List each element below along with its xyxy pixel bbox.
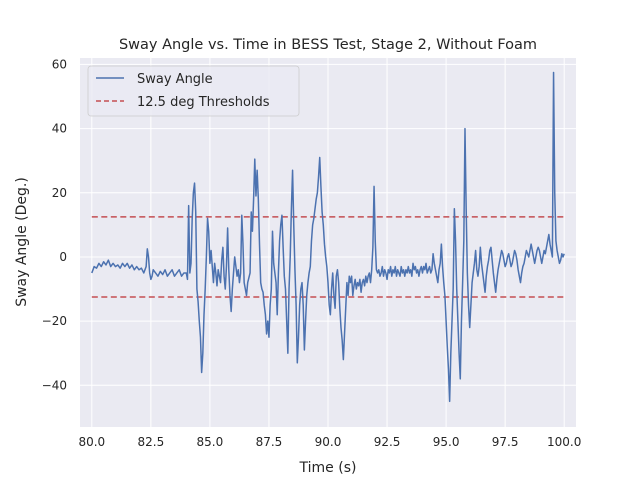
y-tick-label: −20 [42, 314, 67, 328]
x-tick-label: 80.0 [78, 435, 105, 449]
legend-box [87, 65, 300, 117]
x-axis-label: Time (s) [299, 460, 357, 476]
legend: Sway Angle 12.5 deg Thresholds [87, 65, 300, 117]
x-tick-label: 100.0 [547, 435, 581, 449]
x-tick-label: 97.5 [492, 435, 519, 449]
x-axis-ticks: 80.0 82.5 85.0 87.5 90.0 92.5 95.0 97.5 100.0 [78, 435, 581, 449]
threshold-series [91, 216, 565, 298]
grid-lines [80, 58, 576, 427]
y-tick-label: 0 [59, 250, 67, 264]
y-tick-label: 40 [52, 122, 67, 136]
y-tick-label: −40 [42, 378, 67, 392]
x-tick-label: 87.5 [256, 435, 283, 449]
sway-angle-line [91, 71, 565, 403]
x-tick-label: 82.5 [137, 435, 164, 449]
legend-sway-label: Sway Angle [137, 72, 213, 87]
x-tick-label: 90.0 [315, 435, 342, 449]
y-axis-label: Sway Angle (Deg.) [14, 177, 30, 307]
chart-title: Sway Angle vs. Time in BESS Test, Stage … [119, 37, 537, 53]
y-tick-label: 20 [52, 186, 67, 200]
y-tick-label: 60 [52, 57, 67, 71]
x-tick-label: 92.5 [374, 435, 401, 449]
x-tick-label: 85.0 [197, 435, 224, 449]
x-tick-label: 95.0 [433, 435, 460, 449]
y-axis-ticks: −40 −20 0 20 40 60 [42, 57, 67, 392]
legend-threshold-label: 12.5 deg Thresholds [137, 95, 270, 110]
